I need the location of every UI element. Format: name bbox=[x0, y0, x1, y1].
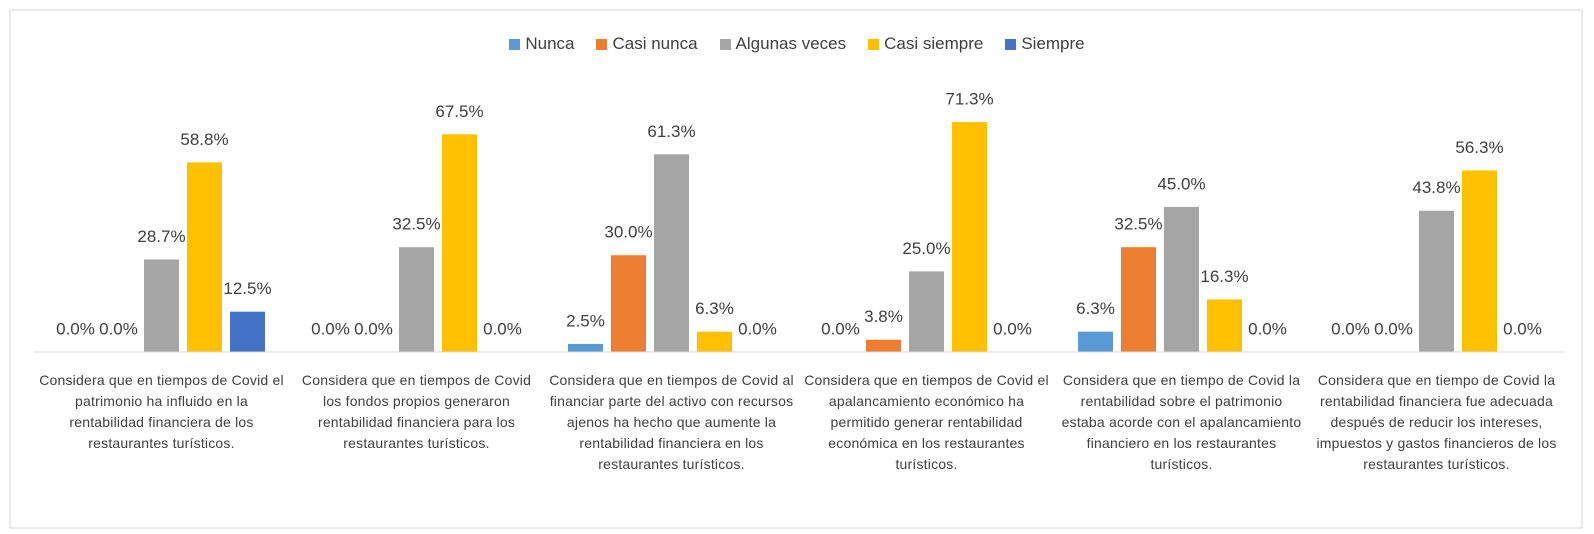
legend-item: Nunca bbox=[509, 34, 574, 54]
bar bbox=[1121, 247, 1156, 352]
bar bbox=[187, 162, 222, 352]
bar bbox=[1462, 170, 1497, 352]
legend: Nunca Casi nunca Algunas veces Casi siempre… bbox=[0, 34, 1594, 54]
data-label: 32.5% bbox=[392, 215, 440, 234]
legend-item: Casi nunca bbox=[596, 34, 698, 54]
bar bbox=[952, 122, 987, 353]
legend-item: Casi siempre bbox=[868, 34, 983, 54]
data-label: 71.3% bbox=[945, 90, 993, 109]
bar bbox=[909, 271, 944, 352]
x-tick-label: Considera que en tiempos de Covid al fin… bbox=[549, 372, 794, 472]
bar bbox=[230, 311, 265, 352]
legend-label: Nunca bbox=[525, 34, 575, 53]
data-label: 6.3% bbox=[1076, 299, 1115, 318]
data-label: 0.0% bbox=[993, 319, 1032, 338]
data-label: 58.8% bbox=[180, 130, 228, 149]
bar bbox=[568, 343, 603, 352]
data-label: 0.0% bbox=[821, 319, 860, 338]
chart-border bbox=[9, 9, 1583, 529]
data-label: 28.7% bbox=[137, 227, 185, 246]
x-tick-label: Considera que en tiempos de Covid el apa… bbox=[804, 372, 1049, 472]
data-label: 43.8% bbox=[1412, 178, 1460, 197]
x-tick-label: Considera que en tiempo de Covid la rent… bbox=[1316, 372, 1557, 472]
data-label: 0.0% bbox=[1331, 319, 1370, 338]
data-label: 0.0% bbox=[311, 319, 350, 338]
bar bbox=[1078, 331, 1113, 352]
data-label: 45.0% bbox=[1157, 174, 1205, 193]
data-label: 12.5% bbox=[223, 279, 271, 298]
data-label: 0.0% bbox=[738, 319, 777, 338]
x-tick-label: Considera que en tiempo de Covid la rent… bbox=[1061, 372, 1302, 472]
bar bbox=[866, 339, 901, 352]
data-label: 0.0% bbox=[1503, 319, 1542, 338]
bar bbox=[1207, 299, 1242, 352]
data-label: 30.0% bbox=[604, 223, 652, 242]
legend-swatch bbox=[719, 38, 731, 50]
bar bbox=[654, 154, 689, 352]
legend-item: Siempre bbox=[1005, 34, 1085, 54]
data-label: 32.5% bbox=[1114, 215, 1162, 234]
data-label: 16.3% bbox=[1200, 267, 1248, 286]
legend-label: Casi siempre bbox=[884, 34, 984, 53]
legend-label: Algunas veces bbox=[735, 34, 847, 53]
data-label: 0.0% bbox=[354, 319, 393, 338]
legend-item: Algunas veces bbox=[719, 34, 847, 54]
bar bbox=[144, 259, 179, 352]
data-label: 0.0% bbox=[99, 319, 138, 338]
bar bbox=[399, 247, 434, 352]
data-label: 6.3% bbox=[695, 299, 734, 318]
data-label: 67.5% bbox=[435, 102, 483, 121]
data-label: 25.0% bbox=[902, 239, 950, 258]
bar bbox=[697, 331, 732, 352]
data-label: 2.5% bbox=[566, 311, 605, 330]
data-label: 0.0% bbox=[1248, 319, 1287, 338]
x-tick-label: Considera que en tiempos de Covid los fo… bbox=[301, 372, 532, 451]
legend-label: Casi nunca bbox=[612, 34, 698, 53]
data-label: 0.0% bbox=[483, 319, 522, 338]
data-label: 56.3% bbox=[1455, 138, 1503, 157]
data-label: 61.3% bbox=[647, 122, 695, 141]
bar bbox=[442, 134, 477, 352]
legend-label: Siempre bbox=[1021, 34, 1085, 53]
data-label: 3.8% bbox=[864, 307, 903, 326]
legend-swatch bbox=[868, 38, 880, 50]
data-label: 0.0% bbox=[56, 319, 95, 338]
bar bbox=[1419, 210, 1454, 352]
bar bbox=[611, 255, 646, 352]
legend-swatch bbox=[1005, 38, 1017, 50]
legend-swatch bbox=[596, 38, 608, 50]
data-label: 0.0% bbox=[1374, 319, 1413, 338]
bar bbox=[1164, 206, 1199, 352]
legend-swatch bbox=[509, 38, 521, 50]
x-tick-label: Considera que en tiempos de Covid el pat… bbox=[39, 372, 284, 451]
